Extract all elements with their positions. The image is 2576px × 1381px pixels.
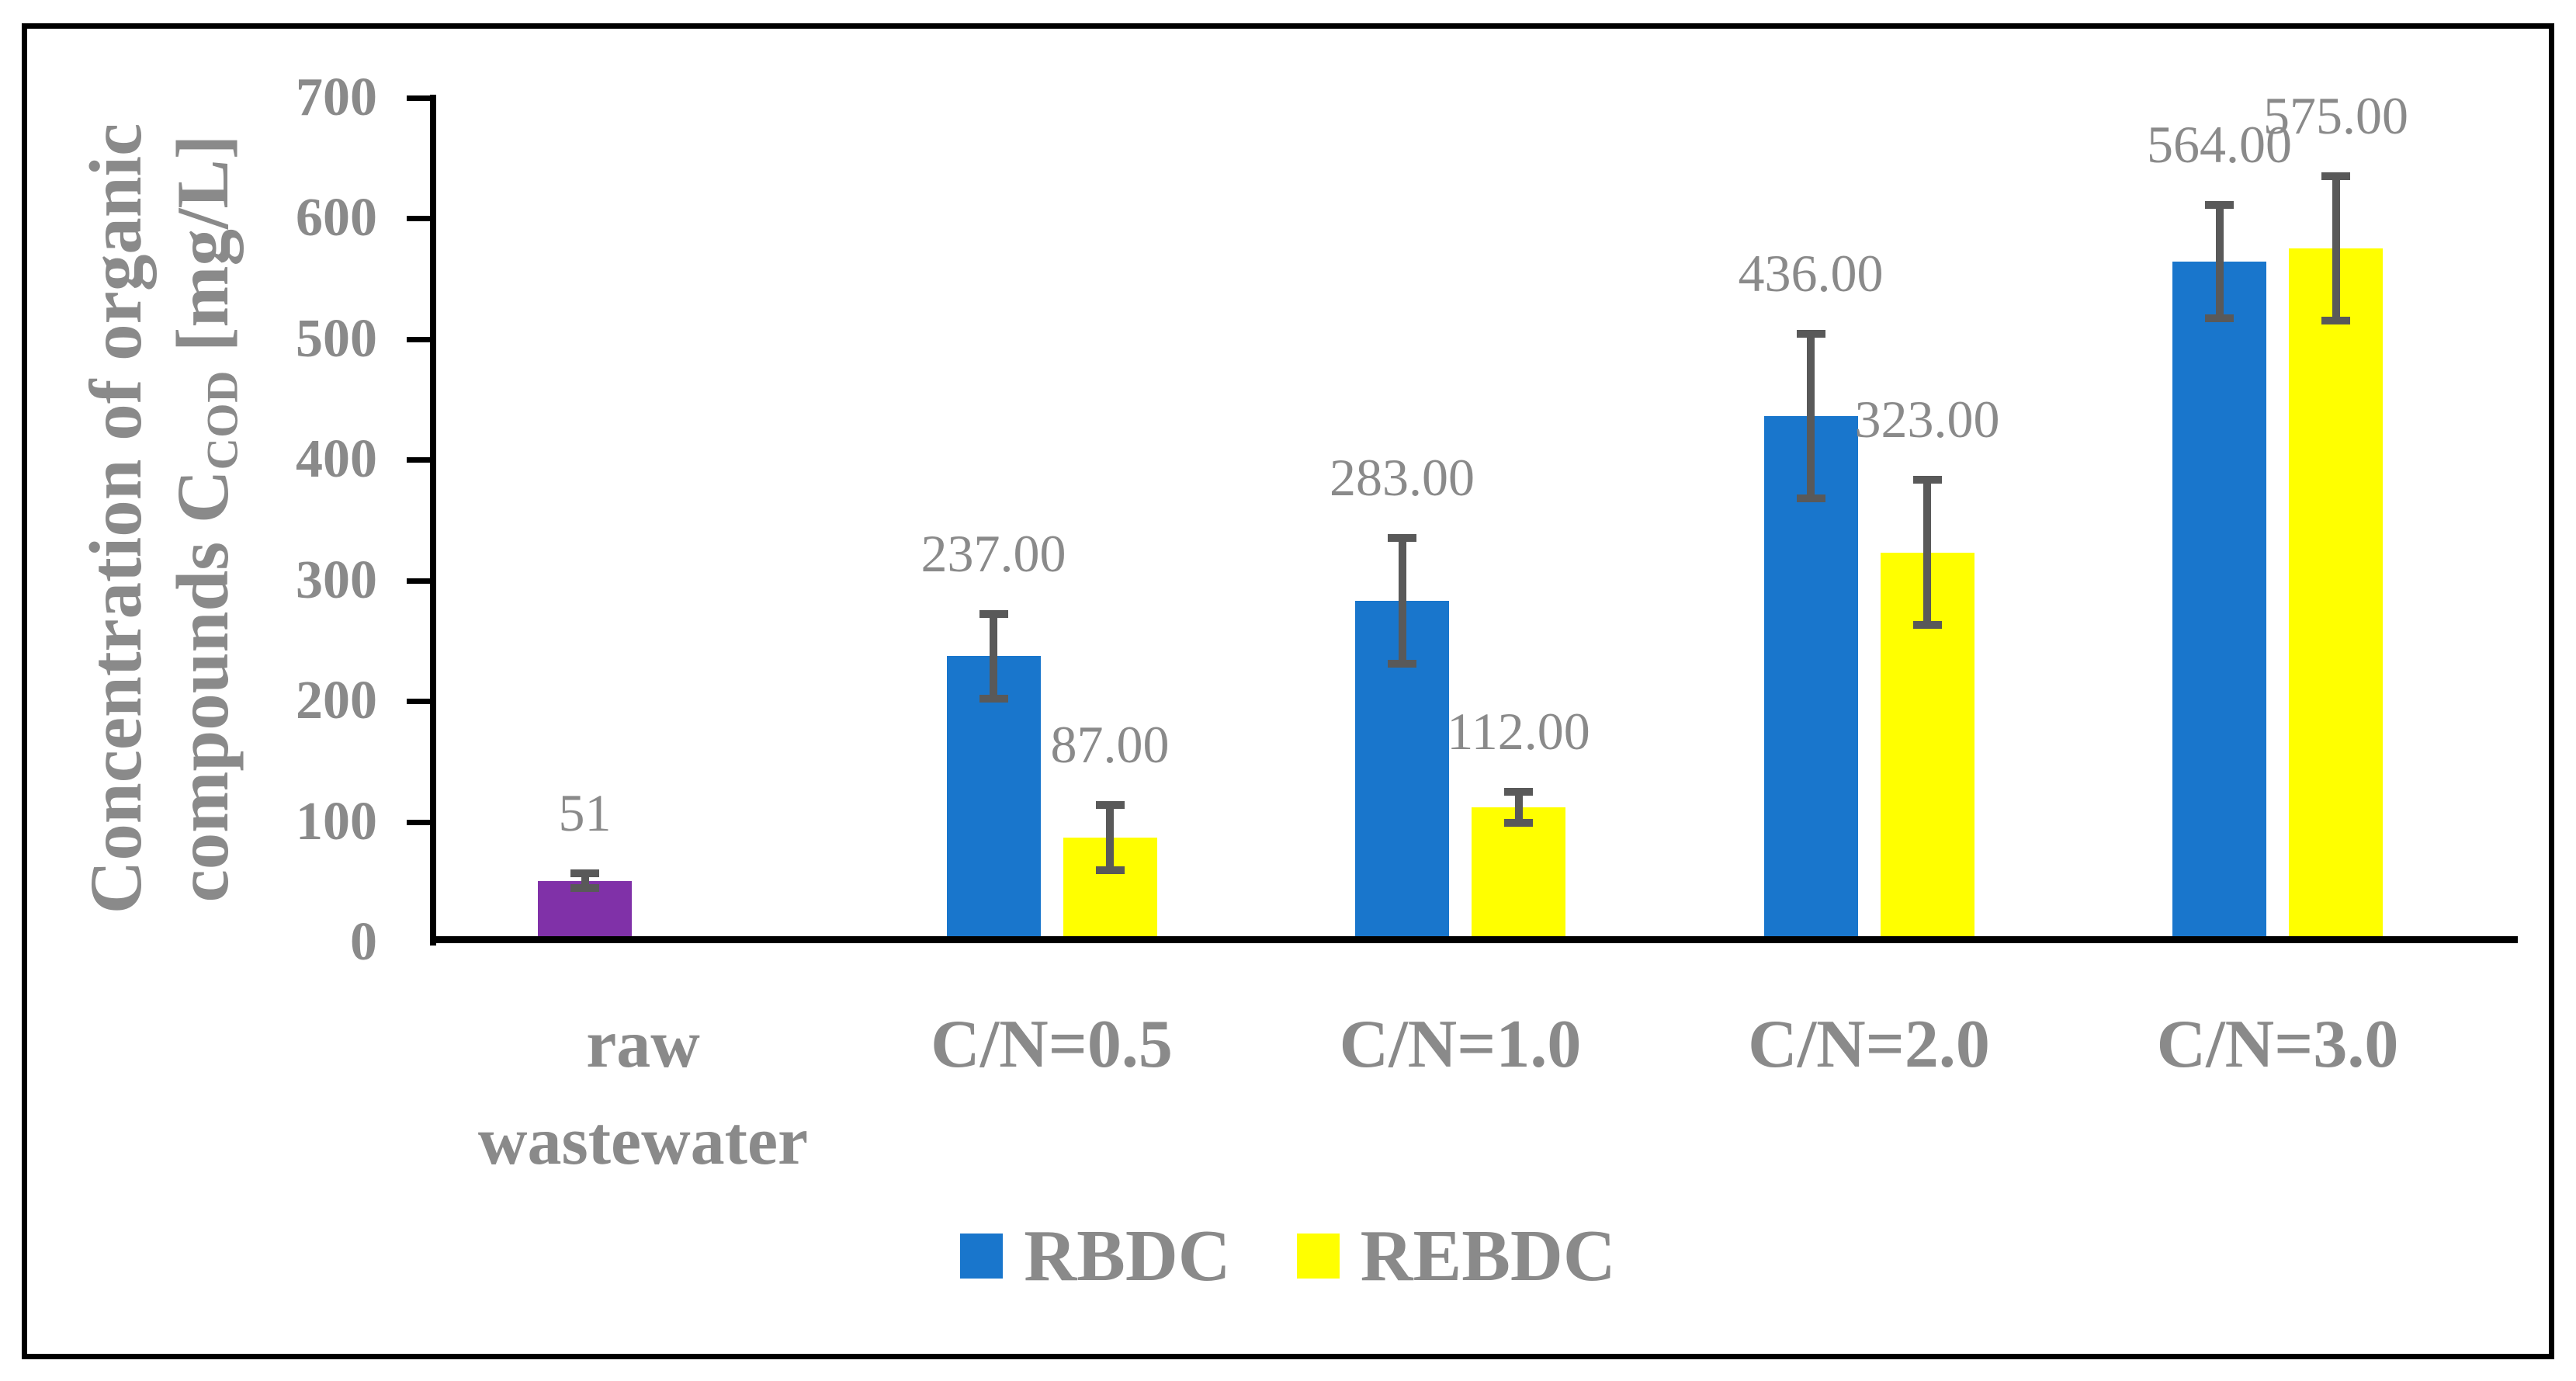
error-bar-line-rbdc-4 xyxy=(2215,204,2224,319)
y-tick-mark-100 xyxy=(407,819,430,825)
value-label-rbdc-1: 237.00 xyxy=(920,524,1066,584)
error-bar-line-rbdc-1 xyxy=(990,614,997,699)
error-bar-cap-rbdc-0-bottom xyxy=(570,884,599,893)
bar-rbdc-3 xyxy=(1763,416,1858,942)
error-bar-cap-rebdc-1-bottom xyxy=(1095,866,1125,874)
error-bar-cap-rbdc-1-bottom xyxy=(979,694,1008,703)
error-bar-cap-rbdc-0-top xyxy=(570,869,599,878)
error-bar-cap-rbdc-2-top xyxy=(1388,534,1416,543)
y-tick-mark-600 xyxy=(407,216,430,221)
error-bar-cap-rbdc-2-bottom xyxy=(1388,659,1416,668)
value-label-rebdc-1: 87.00 xyxy=(1050,714,1170,774)
bar-rebdc-4 xyxy=(2289,248,2383,942)
x-axis-label-4: C/N=3.0 xyxy=(2156,1007,2399,1082)
legend: RBDC REBDC xyxy=(0,1211,2576,1301)
x-axis-label-0: raw wastewater xyxy=(477,1007,809,1179)
y-tick-label-700: 700 xyxy=(296,67,377,127)
error-bar-cap-rebdc-4-bottom xyxy=(2321,317,2350,325)
legend-swatch-rbdc xyxy=(960,1234,1004,1279)
error-bar-line-rebdc-3 xyxy=(1923,480,1931,626)
y-tick-label-300: 300 xyxy=(296,550,377,610)
x-axis-line xyxy=(430,936,2518,943)
value-label-rbdc-2: 283.00 xyxy=(1330,448,1475,508)
y-tick-label-0: 0 xyxy=(350,912,377,972)
y-tick-label-500: 500 xyxy=(296,308,377,369)
bar-rbdc-4 xyxy=(2172,261,2266,942)
y-tick-mark-200 xyxy=(407,699,430,704)
error-bar-cap-rebdc-2-top xyxy=(1504,787,1533,796)
y-tick-label-200: 200 xyxy=(296,671,377,730)
legend-item-rebdc: REBDC xyxy=(1296,1216,1616,1296)
value-label-rebdc-4: 575.00 xyxy=(2263,85,2408,145)
error-bar-line-rbdc-3 xyxy=(1807,334,1815,498)
legend-item-rbdc: RBDC xyxy=(960,1216,1231,1296)
y-tick-mark-300 xyxy=(407,578,430,584)
y-tick-mark-500 xyxy=(407,336,430,342)
error-bar-cap-rebdc-1-top xyxy=(1095,800,1125,809)
y-tick-mark-700 xyxy=(407,95,430,101)
bar-rebdc-2 xyxy=(1472,807,1565,942)
y-axis-line xyxy=(430,95,436,946)
y-tick-label-600: 600 xyxy=(296,188,377,248)
error-bar-line-rbdc-2 xyxy=(1398,538,1406,664)
x-axis-label-3: C/N=2.0 xyxy=(1748,1007,1990,1082)
error-bar-cap-rbdc-3-bottom xyxy=(1796,494,1825,502)
figure-border xyxy=(22,23,2554,1359)
value-label-rebdc-3: 323.00 xyxy=(1854,390,2000,449)
error-bar-cap-rbdc-4-bottom xyxy=(2205,314,2234,323)
error-bar-line-rebdc-4 xyxy=(2332,175,2340,321)
value-label-rbdc-4: 564.00 xyxy=(2147,114,2292,174)
error-bar-cap-rbdc-3-top xyxy=(1796,330,1825,338)
value-label-rbdc-0: 51 xyxy=(558,783,612,843)
legend-label-rebdc: REBDC xyxy=(1360,1216,1616,1296)
bar-rbdc-1 xyxy=(946,656,1041,942)
x-axis-label-1: C/N=0.5 xyxy=(931,1007,1173,1082)
x-axis-label-2: C/N=1.0 xyxy=(1339,1007,1582,1082)
value-label-rebdc-2: 112.00 xyxy=(1447,701,1590,761)
error-bar-line-rbdc-0 xyxy=(581,873,589,889)
legend-label-rbdc: RBDC xyxy=(1024,1216,1231,1296)
error-bar-line-rebdc-2 xyxy=(1514,791,1523,824)
value-label-rbdc-3: 436.00 xyxy=(1738,244,1884,304)
error-bar-cap-rbdc-1-top xyxy=(979,610,1008,619)
error-bar-cap-rebdc-3-top xyxy=(1912,476,1942,484)
legend-swatch-rebdc xyxy=(1296,1234,1340,1279)
error-bar-cap-rebdc-2-bottom xyxy=(1504,819,1533,828)
y-tick-label-100: 100 xyxy=(296,791,377,852)
error-bar-cap-rebdc-3-bottom xyxy=(1912,621,1942,630)
y-tick-mark-400 xyxy=(407,457,430,463)
error-bar-line-rebdc-1 xyxy=(1106,804,1114,870)
y-tick-label-400: 400 xyxy=(296,429,377,489)
error-bar-cap-rebdc-4-top xyxy=(2321,172,2350,180)
error-bar-cap-rbdc-4-top xyxy=(2205,200,2234,209)
